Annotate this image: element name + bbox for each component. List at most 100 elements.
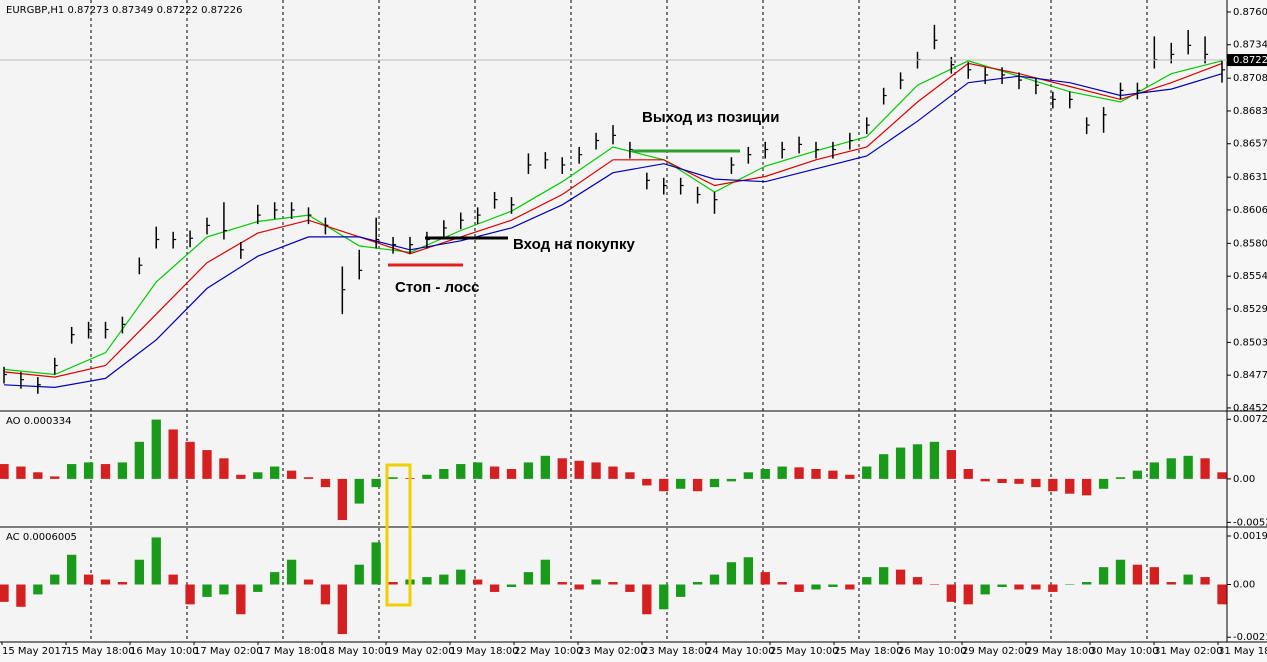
ac-panel — [0, 529, 1227, 641]
histogram-bar — [1200, 577, 1210, 585]
histogram-bar — [388, 477, 398, 479]
histogram-bar — [963, 469, 973, 479]
histogram-bar — [489, 466, 500, 479]
y-tick-label: 0.00 — [1233, 474, 1255, 485]
histogram-bar — [1014, 478, 1024, 484]
time-label: 19 May 02:00 — [386, 646, 455, 657]
histogram-bar — [100, 579, 111, 585]
histogram-bar — [439, 469, 449, 479]
histogram-bar — [1115, 477, 1126, 479]
histogram-bar — [794, 584, 804, 592]
histogram-bar — [709, 478, 720, 488]
histogram-bar — [100, 464, 111, 479]
histogram-bar — [557, 582, 567, 585]
y-tick-label: 0.007246 — [1233, 414, 1267, 425]
histogram-bar — [811, 584, 821, 590]
quote: 0.87226 — [201, 5, 242, 16]
histogram-bar — [33, 584, 43, 595]
y-tick-label: 0.85545 — [1233, 271, 1267, 282]
histogram-bar — [219, 458, 229, 479]
histogram-bar — [1183, 574, 1193, 585]
histogram-bar — [236, 584, 246, 615]
histogram-bar — [134, 441, 144, 479]
histogram-bar — [168, 429, 178, 479]
histogram-bar — [1082, 582, 1092, 585]
y-tick-label: 0.84775 — [1233, 370, 1267, 381]
histogram-bar — [473, 462, 483, 479]
histogram-bar — [625, 472, 635, 479]
histogram-bar — [828, 584, 838, 587]
histogram-bar — [912, 444, 923, 479]
histogram-bar — [371, 542, 381, 585]
histogram-bar — [168, 574, 178, 585]
histogram-bar — [1098, 478, 1109, 489]
histogram-bar — [337, 584, 347, 635]
histogram-bar — [980, 584, 990, 595]
histogram-bar — [1014, 584, 1024, 590]
time-label: 29 May 18:00 — [1026, 646, 1095, 657]
histogram-bar — [456, 464, 466, 479]
histogram-bar — [506, 584, 517, 587]
histogram-bar — [33, 472, 43, 479]
histogram-bar — [777, 466, 787, 479]
histogram-bar — [574, 584, 584, 590]
histogram-bar — [997, 478, 1007, 483]
histogram-bar — [388, 582, 398, 585]
histogram-bar — [980, 478, 990, 482]
histogram-bar — [83, 462, 94, 479]
time-label: 31 May 02:00 — [1154, 646, 1223, 657]
histogram-bar — [303, 477, 314, 479]
histogram-bar — [1065, 584, 1075, 586]
histogram-bar — [371, 478, 381, 488]
time-label: 24 May 10:00 — [706, 646, 775, 657]
histogram-bar — [337, 478, 347, 521]
histogram-bar — [117, 462, 128, 479]
histogram-bar — [1166, 458, 1176, 479]
histogram-bar — [879, 567, 889, 585]
histogram-bar — [185, 584, 195, 605]
histogram-bar — [591, 462, 601, 479]
histogram-bar — [253, 472, 263, 479]
histogram-bar — [422, 474, 432, 479]
y-tick-label: -0.005278 — [1233, 517, 1267, 528]
histogram-bar — [16, 584, 26, 607]
time-label: 17 May 02:00 — [194, 646, 263, 657]
histogram-bar — [134, 559, 144, 585]
time-label: 16 May 10:00 — [130, 646, 199, 657]
indicator-value: 0.000334 — [24, 416, 72, 427]
histogram-bar — [320, 478, 331, 488]
histogram-bar — [540, 559, 550, 585]
time-label: 25 May 18:00 — [834, 646, 903, 657]
histogram-bar — [270, 466, 280, 479]
histogram-bar — [963, 584, 973, 605]
time-label: 23 May 02:00 — [578, 646, 647, 657]
histogram-bar — [489, 584, 500, 592]
histogram-bar — [253, 584, 263, 592]
histogram-bar — [202, 584, 212, 597]
quote: 0.87349 — [112, 5, 153, 16]
histogram-bar — [659, 584, 669, 610]
indicator-header: AO 0.000334 — [6, 416, 71, 427]
histogram-bar — [1031, 584, 1041, 590]
indicator-name: AC — [6, 532, 20, 543]
histogram-bar — [523, 462, 534, 479]
histogram-bar — [676, 584, 686, 597]
histogram-bar — [743, 472, 753, 479]
histogram-bar — [811, 469, 821, 479]
quote: 0.87222 — [157, 5, 198, 16]
histogram-bar — [929, 441, 940, 479]
histogram-bar — [676, 478, 686, 489]
histogram-bar — [422, 577, 432, 585]
histogram-bar — [540, 455, 550, 479]
histogram-bar — [506, 469, 517, 479]
histogram-bar — [151, 419, 161, 479]
histogram-bar — [286, 470, 297, 479]
histogram-bar — [625, 584, 635, 592]
